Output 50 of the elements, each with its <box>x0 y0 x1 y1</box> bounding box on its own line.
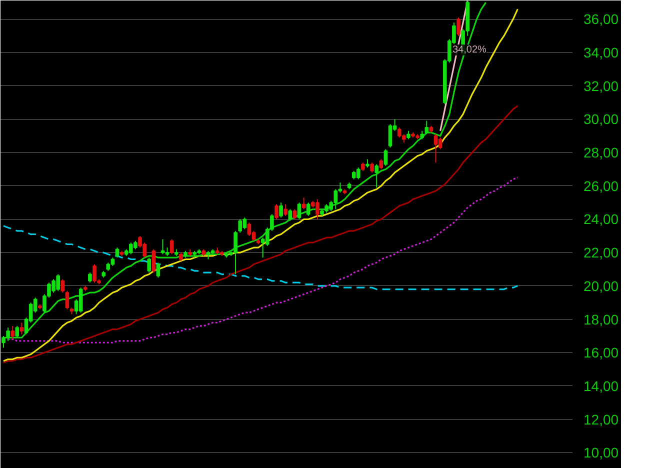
candlestick <box>156 262 160 278</box>
candlestick <box>170 238 174 255</box>
y-tick-label: 20,00 <box>584 278 619 294</box>
candlestick <box>297 202 302 220</box>
y-tick-label: 16,00 <box>584 344 619 361</box>
y-tick-label: 28,00 <box>584 144 619 161</box>
candlestick <box>60 278 65 294</box>
y-tick-label: 34,00 <box>584 44 619 61</box>
candlestick <box>284 204 288 216</box>
candlestick <box>424 120 429 135</box>
candlestick <box>15 325 20 338</box>
candlestick <box>115 247 120 258</box>
annotation: 34,02% <box>452 44 487 56</box>
line-series <box>2 105 518 364</box>
candlestick <box>152 248 156 274</box>
candlestick <box>160 238 165 255</box>
candlestick <box>434 134 438 164</box>
candlestick <box>302 197 306 210</box>
candlestick <box>356 167 360 180</box>
y-tick-label: 18,00 <box>584 311 619 328</box>
candlestick <box>78 287 83 314</box>
candlestick <box>374 164 379 188</box>
y-tick-label: 30,00 <box>584 111 619 128</box>
candlestick <box>88 272 92 284</box>
y-tick-label: 26,00 <box>584 178 619 194</box>
candlestick <box>292 208 297 220</box>
candlestick <box>65 290 70 310</box>
y-tick-label: 22,00 <box>584 244 619 261</box>
y-tick-label: 12,00 <box>584 411 619 428</box>
y-tick-label: 10,00 <box>584 444 619 461</box>
candlestick <box>384 148 388 166</box>
candlestick <box>456 17 460 36</box>
candlestick <box>279 202 283 218</box>
y-tick-label: 36,00 <box>584 11 619 28</box>
candlestick <box>306 202 310 216</box>
candlestick <box>20 322 24 335</box>
candlestick <box>379 158 384 170</box>
candlestick <box>10 325 15 340</box>
y-tick-label: 32,00 <box>584 78 619 94</box>
line-series <box>2 225 518 290</box>
candlestick <box>147 257 152 274</box>
candlestick <box>247 222 252 236</box>
candlestick <box>438 137 442 150</box>
candlestick <box>274 204 278 220</box>
y-tick-label: 14,00 <box>584 378 619 394</box>
candlestick <box>238 218 242 234</box>
candlestick <box>288 208 292 222</box>
candlestick <box>388 124 392 148</box>
y-tick-label: 24,00 <box>584 211 619 228</box>
candlestick <box>370 162 374 174</box>
